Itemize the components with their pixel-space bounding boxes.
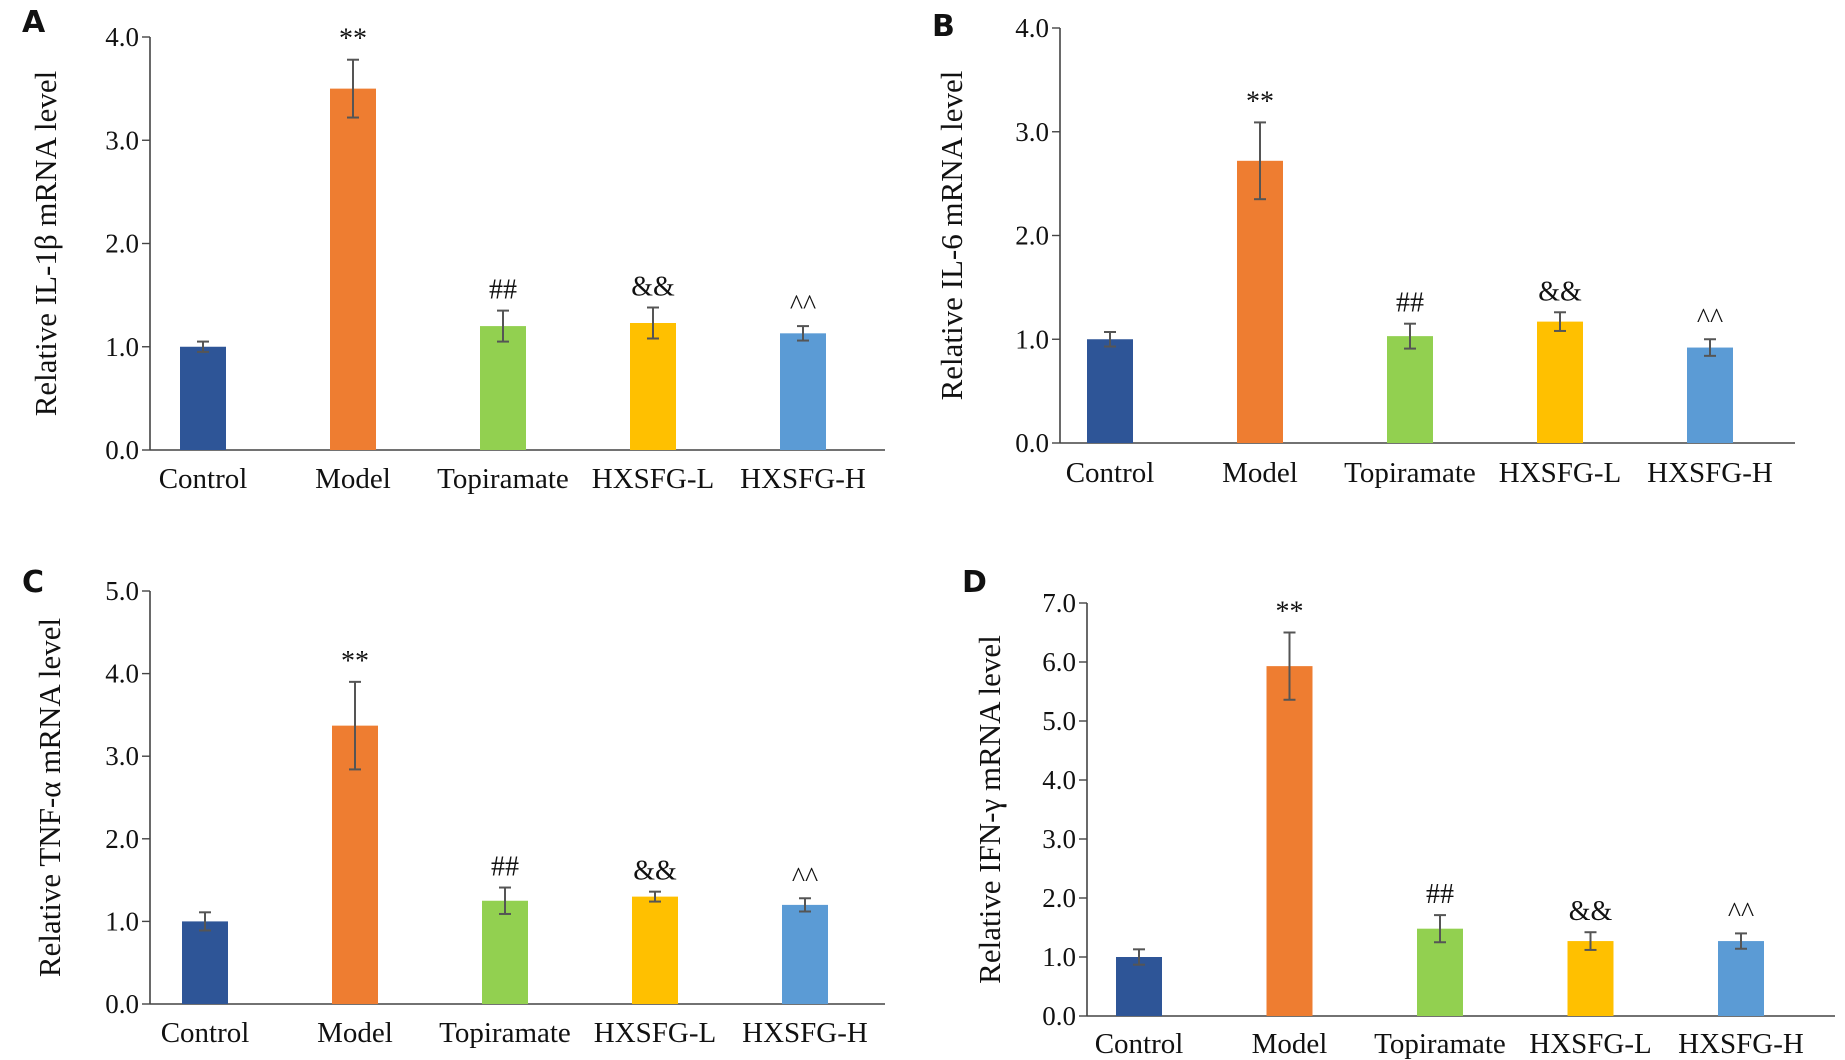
significance-label: ## bbox=[489, 275, 517, 306]
y-axis-label: Relative IFN-γ mRNA level bbox=[972, 635, 1007, 984]
y-tick-label: 4.0 bbox=[105, 659, 139, 689]
y-tick-label: 1.0 bbox=[105, 332, 139, 362]
y-tick-label: 4.0 bbox=[1015, 13, 1049, 43]
y-tick-label: 3.0 bbox=[1015, 117, 1049, 147]
panel-letter: A bbox=[22, 5, 46, 40]
y-tick-label: 3.0 bbox=[1042, 824, 1076, 854]
bar-model bbox=[332, 725, 378, 1004]
y-tick-label: 7.0 bbox=[1042, 588, 1076, 618]
y-axis-label: Relative IL-1β mRNA level bbox=[28, 71, 63, 417]
y-tick-label: 2.0 bbox=[1015, 221, 1049, 251]
significance-label: && bbox=[1569, 896, 1613, 927]
y-axis-label: Relative IL-6 mRNA level bbox=[934, 71, 969, 401]
x-category-label: HXSFG-H bbox=[742, 1017, 868, 1049]
x-category-label: HXSFG-H bbox=[1678, 1028, 1804, 1060]
y-tick-label: 2.0 bbox=[105, 229, 139, 259]
chart-panel-d: D Relative IFN-γ mRNA level 0.0 1.0 2.0 3.0 4.… bbox=[962, 565, 1835, 1060]
y-tick-label: 0.0 bbox=[105, 989, 139, 1019]
bar-control bbox=[1116, 957, 1162, 1016]
x-category-label: Control bbox=[161, 1017, 250, 1049]
significance-label: ** bbox=[339, 24, 367, 55]
y-tick-label: 2.0 bbox=[105, 824, 139, 854]
panel-letter: D bbox=[962, 565, 987, 600]
y-tick-label: 0.0 bbox=[1042, 1001, 1076, 1031]
y-tick-label: 1.0 bbox=[1015, 324, 1049, 354]
y-tick-label: 3.0 bbox=[105, 125, 139, 155]
x-category-label: Model bbox=[315, 463, 391, 495]
chart-panel-a: A Relative IL-1β mRNA level 0.0 1.0 2.0 3.0 4.… bbox=[22, 5, 885, 495]
bar-control bbox=[182, 921, 228, 1004]
panel-letter: C bbox=[22, 565, 44, 600]
y-tick-label: 4.0 bbox=[1042, 765, 1076, 795]
significance-label: ## bbox=[491, 852, 519, 883]
x-category-label: HXSFG-H bbox=[740, 463, 866, 495]
y-tick-label: 1.0 bbox=[105, 906, 139, 936]
significance-label: && bbox=[633, 856, 677, 887]
bar-hxsfg-l bbox=[632, 896, 678, 1004]
y-tick-label: 0.0 bbox=[105, 435, 139, 465]
x-category-label: Model bbox=[1222, 457, 1298, 489]
significance-label: ## bbox=[1396, 288, 1424, 319]
y-tick-label: 6.0 bbox=[1042, 647, 1076, 677]
significance-label: ** bbox=[341, 646, 369, 677]
x-category-label: Topiramate bbox=[1374, 1028, 1506, 1060]
x-category-label: Topiramate bbox=[1344, 457, 1476, 489]
x-category-label: HXSFG-L bbox=[594, 1017, 716, 1049]
x-category-label: Control bbox=[1095, 1028, 1184, 1060]
significance-label: && bbox=[631, 272, 675, 303]
bar-topiramate bbox=[480, 326, 526, 450]
bar-hxsfg-l bbox=[1537, 321, 1583, 443]
bar-topiramate bbox=[1387, 336, 1433, 443]
bar-hxsfg-h bbox=[1718, 941, 1764, 1016]
y-tick-label: 2.0 bbox=[1042, 883, 1076, 913]
x-category-label: Topiramate bbox=[437, 463, 569, 495]
y-tick-label: 4.0 bbox=[105, 22, 139, 52]
bar-control bbox=[180, 346, 226, 450]
significance-label: ^^ bbox=[790, 290, 816, 321]
x-category-label: HXSFG-L bbox=[1499, 457, 1621, 489]
y-tick-label: 5.0 bbox=[1042, 706, 1076, 736]
significance-label: ^^ bbox=[1728, 897, 1754, 928]
significance-label: ** bbox=[1276, 597, 1304, 628]
significance-label: && bbox=[1538, 276, 1582, 307]
bar-model bbox=[1266, 666, 1313, 1016]
bar-control bbox=[1087, 339, 1133, 443]
y-tick-label: 0.0 bbox=[1015, 428, 1049, 458]
x-category-label: HXSFG-L bbox=[1529, 1028, 1651, 1060]
y-tick-label: 3.0 bbox=[105, 741, 139, 771]
panel-letter: B bbox=[932, 9, 955, 44]
y-tick-label: 5.0 bbox=[105, 576, 139, 606]
bar-hxsfg-h bbox=[782, 904, 828, 1004]
x-category-label: HXSFG-L bbox=[592, 463, 714, 495]
bar-model bbox=[330, 88, 376, 450]
bar-hxsfg-l bbox=[630, 323, 676, 450]
bar-model bbox=[1237, 160, 1283, 444]
chart-panel-c: C Relative TNF-α mRNA level 0.0 1.0 2.0 3.0 4.… bbox=[22, 565, 885, 1049]
significance-label: ## bbox=[1426, 879, 1454, 910]
bar-hxsfg-h bbox=[780, 333, 826, 450]
bar-hxsfg-l bbox=[1567, 941, 1614, 1016]
y-axis-label: Relative TNF-α mRNA level bbox=[32, 618, 67, 977]
x-category-label: Topiramate bbox=[439, 1017, 571, 1049]
x-category-label: Model bbox=[317, 1017, 393, 1049]
significance-label: ^^ bbox=[1697, 303, 1723, 334]
significance-label: ** bbox=[1246, 86, 1274, 117]
y-tick-label: 1.0 bbox=[1042, 942, 1076, 972]
x-category-label: Control bbox=[159, 463, 248, 495]
x-category-label: HXSFG-H bbox=[1647, 457, 1773, 489]
bar-hxsfg-h bbox=[1687, 347, 1733, 443]
x-category-label: Model bbox=[1252, 1028, 1328, 1060]
chart-panel-b: B Relative IL-6 mRNA level 0.0 1.0 2.0 3.0 4.0… bbox=[932, 9, 1795, 489]
x-category-label: Control bbox=[1066, 457, 1155, 489]
significance-label: ^^ bbox=[792, 862, 818, 893]
bar-topiramate bbox=[482, 900, 528, 1004]
